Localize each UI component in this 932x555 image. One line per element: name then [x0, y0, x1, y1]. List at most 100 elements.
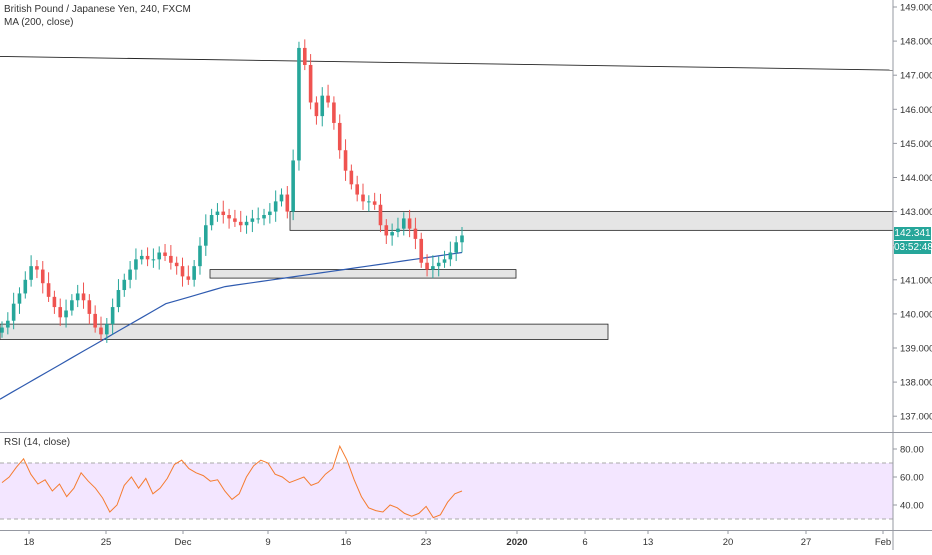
time-tick-label: Dec	[175, 537, 192, 548]
candle-body	[442, 259, 447, 263]
candle-body	[436, 262, 441, 267]
rsi-tick-label: 60.00	[900, 473, 924, 484]
trendline-group[interactable]	[0, 55, 894, 71]
price-tick-label: 146.000	[900, 105, 932, 116]
candle-body	[250, 218, 255, 222]
time-tick-label: 25	[101, 537, 112, 548]
candle-body	[35, 266, 39, 270]
candle-body	[209, 215, 214, 226]
candle-body	[29, 266, 33, 280]
candle-body	[233, 218, 237, 222]
candle-body	[64, 310, 68, 318]
price-tick-label: 141.000	[900, 275, 932, 286]
candle-body	[145, 255, 150, 260]
candles	[0, 39, 464, 343]
countdown-badge: 03:52:48	[894, 241, 932, 254]
rsi-label: RSI (14, close)	[4, 437, 71, 448]
rsi-tick-label: 80.00	[900, 445, 924, 456]
last-price-badge: 142.341	[894, 227, 931, 240]
candle-body	[169, 255, 173, 263]
candle-body	[203, 225, 208, 246]
candle-body	[23, 279, 28, 294]
time-tick-label: 27	[801, 537, 812, 548]
rsi-axis[interactable]: 80.00 60.00 40.00	[893, 445, 924, 512]
candle-body	[116, 290, 121, 308]
sr-zone	[209, 269, 517, 279]
candle-body	[367, 201, 371, 203]
candle-body	[361, 194, 365, 202]
candle-body	[419, 238, 424, 263]
candle-body	[262, 215, 266, 219]
ma-line-group	[0, 251, 463, 400]
candle-body	[256, 218, 261, 220]
sr-zone	[0, 323, 609, 340]
time-tick-label: Feb	[875, 537, 891, 548]
candle-body	[326, 95, 330, 103]
price-tick-label: 139.000	[900, 344, 932, 355]
candle-body	[460, 235, 464, 243]
candle-body	[81, 293, 86, 301]
candle-body	[99, 327, 103, 335]
candle-body	[46, 283, 51, 297]
candle-body	[122, 279, 127, 291]
price-tick-label: 148.000	[900, 37, 932, 48]
candle-body	[105, 324, 109, 335]
symbol-title: British Pound / Japanese Yen, 240, FXCM	[4, 4, 191, 15]
price-tick-label: 144.000	[900, 173, 932, 184]
time-tick-label: 13	[643, 537, 654, 548]
rsi-band-fill	[0, 463, 893, 519]
candle-body	[227, 215, 231, 219]
candle-body	[40, 269, 45, 284]
price-tick-label: 145.000	[900, 139, 932, 150]
candle-body	[58, 307, 63, 318]
candle-body	[349, 170, 354, 185]
price-tick-label: 140.000	[900, 309, 932, 320]
candle-body	[454, 242, 458, 253]
candle-body	[337, 122, 342, 151]
candle-body	[238, 221, 243, 226]
candle-body	[174, 262, 179, 267]
price-axis[interactable]: 149.000 148.000 147.000 146.000 145.000 144.0…	[893, 3, 932, 423]
candle-body	[273, 201, 278, 212]
rsi-pane	[0, 444, 893, 520]
candle-body	[332, 102, 336, 123]
candle-body	[343, 150, 348, 171]
candle-body	[308, 64, 313, 103]
candle-body	[186, 276, 191, 280]
candle-body	[180, 266, 185, 277]
ma-200-line	[0, 251, 463, 400]
candle-body	[93, 313, 97, 328]
indicator-label: MA (200, close)	[4, 17, 74, 28]
candle-body	[372, 201, 377, 205]
candle-body	[431, 266, 435, 270]
candle-body	[407, 218, 412, 229]
candle-body	[17, 293, 22, 304]
time-tick-label: 9	[265, 537, 270, 548]
candle-body	[291, 160, 295, 212]
time-tick-label: 20	[723, 537, 734, 548]
zones[interactable]	[0, 211, 894, 340]
rsi-line	[1, 444, 463, 519]
time-axis[interactable]: 18 25 Dec 9 16 23 2020 6 13 20 27 Feb	[24, 530, 891, 548]
candle-body	[70, 300, 74, 311]
candle-body	[401, 218, 406, 229]
price-tick-label: 138.000	[900, 378, 932, 389]
candle-body	[0, 327, 4, 333]
price-tick-label: 143.000	[900, 207, 932, 218]
candle-body	[134, 259, 138, 270]
trendline	[0, 55, 894, 71]
candle-body	[268, 211, 272, 216]
candle-body	[378, 204, 383, 226]
candle-body	[448, 252, 453, 260]
candle-body	[198, 245, 202, 267]
candle-body	[128, 269, 132, 280]
time-tick-label: 18	[24, 537, 35, 548]
candle-body	[390, 232, 394, 236]
candle-body	[87, 300, 92, 314]
candle-body	[110, 307, 115, 325]
candle-body	[297, 47, 301, 161]
price-tick-label: 137.000	[900, 412, 932, 423]
time-tick-label: 16	[341, 537, 352, 548]
